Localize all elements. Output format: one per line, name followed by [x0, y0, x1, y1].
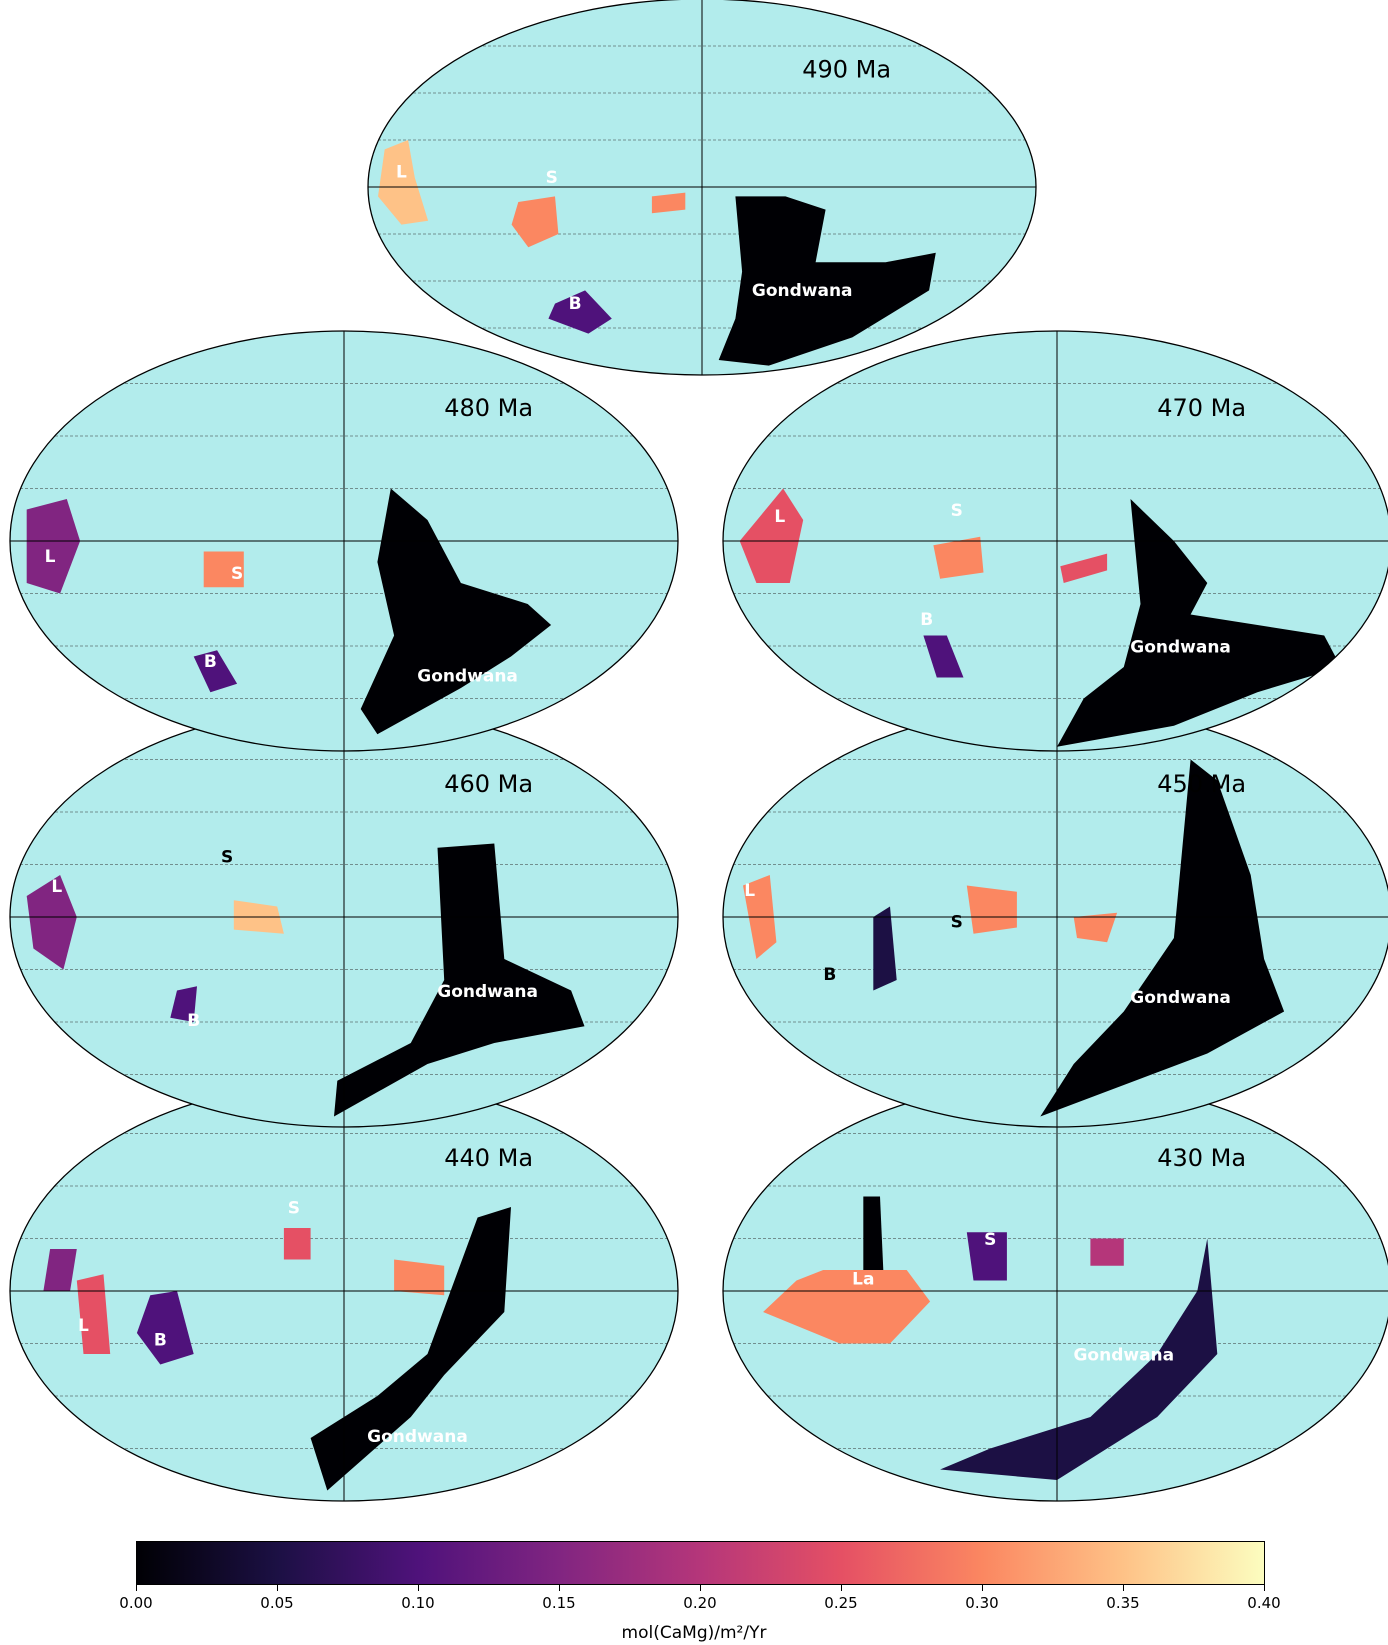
landmass: [966, 885, 1017, 934]
map-age-label: 470 Ma: [1157, 394, 1246, 422]
landmass: [170, 986, 197, 1022]
landmass: [940, 1238, 1218, 1480]
landmass: [763, 1270, 931, 1344]
landmass: [136, 1291, 194, 1365]
region-label: Gondwana: [1073, 1345, 1174, 1365]
colorbar-tick: [277, 1585, 278, 1591]
region-label: S: [546, 168, 558, 188]
landmass: [1060, 553, 1108, 583]
region-label: B: [823, 965, 836, 985]
landmass: [378, 140, 429, 225]
region-label: B: [187, 1011, 200, 1031]
colorbar-tick: [559, 1585, 560, 1591]
map-panel-2: 470 Ma L S B Gondwana: [722, 330, 1388, 752]
map-panel-0: 490 Ma L S B Gondwana: [367, 0, 1037, 376]
map-age-label: 460 Ma: [444, 770, 533, 798]
landmass: [310, 1207, 511, 1491]
colorbar: [136, 1541, 1265, 1585]
landmass: [863, 1196, 884, 1270]
colorbar-tick-label: 0.35: [1106, 1594, 1140, 1612]
region-label: L: [396, 163, 407, 183]
map-panel-3: 460 Ma L S B Gondwana: [9, 706, 679, 1128]
region-label: Gondwana: [437, 982, 538, 1002]
landmass: [1090, 1238, 1124, 1266]
colorbar-tick-label: 0.00: [119, 1594, 153, 1612]
region-label: L: [78, 1316, 89, 1336]
landmass: [26, 499, 81, 594]
landmass: [933, 536, 984, 579]
region-label: S: [231, 564, 243, 584]
map-panel-1: 480 Ma L S B Gondwana: [9, 330, 679, 752]
region-label: Gondwana: [417, 667, 518, 687]
colorbar-tick-label: 0.10: [401, 1594, 435, 1612]
region-label: Gondwana: [1130, 988, 1231, 1008]
region-label: S: [288, 1198, 300, 1218]
map-panel-4: 450 Ma L S B Gondwana: [722, 706, 1388, 1128]
map-age-label: 430 Ma: [1157, 1144, 1246, 1172]
colorbar-label: mol(CaMg)/m²/Yr: [621, 1623, 767, 1643]
colorbar-tick-label: 0.05: [260, 1594, 294, 1612]
colorbar-tick: [841, 1585, 842, 1591]
colorbar-tick: [982, 1585, 983, 1591]
colorbar-tick: [136, 1585, 137, 1591]
colorbar-tick: [1264, 1585, 1265, 1591]
map-panel-5: 440 Ma S L B Gondwana: [9, 1080, 679, 1502]
map-outline: [722, 330, 1388, 752]
colorbar-tick-label: 0.25: [824, 1594, 858, 1612]
colorbar-tick: [418, 1585, 419, 1591]
landmass: [334, 843, 585, 1117]
map-age-label: 450 Ma: [1157, 770, 1246, 798]
landmass: [548, 290, 612, 334]
landmass: [873, 906, 897, 991]
landmass: [394, 1259, 445, 1296]
landmass: [76, 1274, 111, 1354]
colorbar-ticks: 0.00 0.05 0.10 0.15 0.20 0.25 0.30 0.35 0.40: [119, 1585, 1281, 1612]
region-label: Gondwana: [1130, 637, 1231, 657]
region-label: S: [221, 847, 233, 867]
map-outline: [9, 330, 679, 752]
landmass: [43, 1249, 77, 1291]
region-label: B: [920, 610, 933, 630]
region-label: L: [774, 507, 785, 527]
landmass: [283, 1228, 311, 1260]
region-label: La: [852, 1270, 874, 1290]
map-panel-6: 430 Ma La S Gondwana: [722, 1080, 1388, 1502]
map-age-label: 490 Ma: [802, 55, 891, 83]
colorbar-tick-label: 0.20: [683, 1594, 717, 1612]
map-age-label: 480 Ma: [444, 394, 533, 422]
colorbar-tick-label: 0.15: [542, 1594, 576, 1612]
landmass: [26, 875, 77, 970]
landmass: [739, 488, 804, 583]
landmass: [360, 488, 552, 735]
landmass: [718, 196, 936, 366]
landmass: [1057, 499, 1341, 747]
region-label: L: [744, 881, 755, 901]
landmass: [193, 650, 238, 693]
region-label: S: [951, 913, 963, 933]
colorbar-tick-label: 0.30: [965, 1594, 999, 1612]
landmass: [651, 192, 686, 214]
map-outline: [367, 0, 1037, 376]
landmass: [1073, 912, 1118, 943]
landmass: [203, 551, 244, 588]
region-label: L: [51, 877, 62, 897]
landmass: [923, 635, 964, 678]
colorbar-tick-label: 0.40: [1247, 1594, 1281, 1612]
colorbar-tick: [1123, 1585, 1124, 1591]
colorbar-tick: [700, 1585, 701, 1591]
map-age-label: 440 Ma: [444, 1144, 533, 1172]
region-label: S: [951, 501, 963, 521]
region-label: Gondwana: [752, 281, 853, 301]
region-label: B: [154, 1331, 167, 1351]
landmass: [511, 196, 559, 248]
landmass: [966, 1232, 1007, 1281]
region-label: L: [45, 547, 56, 567]
landmass: [1040, 759, 1285, 1117]
region-label: Gondwana: [367, 1427, 468, 1447]
region-label: B: [569, 294, 582, 314]
region-label: S: [984, 1230, 996, 1250]
region-label: B: [204, 652, 217, 672]
